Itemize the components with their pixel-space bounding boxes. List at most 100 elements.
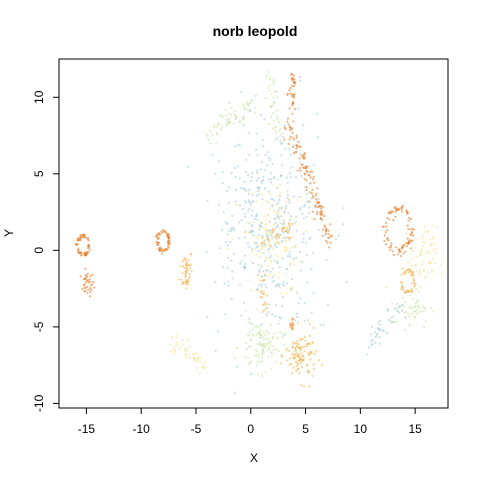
data-point — [310, 217, 313, 220]
data-point — [247, 356, 250, 359]
data-point — [258, 189, 261, 192]
data-point — [182, 265, 185, 268]
data-point — [419, 254, 422, 257]
data-point — [214, 349, 217, 352]
data-point — [305, 215, 308, 218]
data-point — [303, 204, 307, 207]
data-point — [276, 211, 279, 214]
data-point — [296, 144, 299, 147]
data-point — [247, 192, 250, 195]
data-point — [260, 353, 264, 356]
data-point — [186, 268, 189, 271]
data-point — [259, 323, 262, 327]
data-point — [230, 106, 233, 109]
data-point — [263, 259, 266, 262]
data-point — [83, 252, 86, 255]
data-point — [164, 248, 167, 251]
data-point — [186, 283, 189, 286]
data-point — [269, 259, 272, 262]
data-point — [184, 258, 187, 261]
data-point — [400, 283, 403, 286]
data-point — [267, 201, 270, 204]
data-point — [403, 311, 406, 314]
data-point — [200, 356, 203, 359]
data-point — [390, 242, 393, 245]
data-point — [205, 250, 208, 253]
data-point — [411, 312, 414, 315]
data-point — [393, 307, 396, 311]
data-point — [263, 308, 267, 311]
data-point — [186, 270, 189, 274]
data-point — [165, 234, 169, 238]
data-point — [266, 86, 270, 89]
data-point — [269, 115, 273, 119]
data-point — [390, 316, 393, 319]
data-point — [227, 201, 230, 204]
data-point — [226, 244, 229, 247]
data-point — [276, 178, 280, 181]
data-point — [250, 171, 254, 174]
data-point — [277, 271, 280, 274]
data-point — [254, 111, 257, 114]
data-point — [184, 350, 187, 353]
data-point — [222, 211, 225, 214]
data-point — [302, 232, 305, 235]
data-point — [260, 181, 263, 184]
data-point — [289, 92, 292, 95]
data-point — [240, 260, 243, 263]
data-point — [408, 306, 411, 309]
data-point — [310, 268, 313, 271]
data-point — [291, 372, 294, 375]
data-point — [404, 271, 407, 275]
data-point — [311, 170, 314, 173]
data-point — [257, 353, 260, 356]
data-point — [279, 133, 282, 136]
data-point — [418, 311, 421, 314]
data-point — [284, 147, 287, 150]
data-point — [272, 79, 275, 82]
data-point — [275, 90, 278, 93]
data-point — [311, 188, 314, 191]
data-point — [387, 318, 390, 321]
data-point — [436, 226, 439, 229]
data-point — [371, 338, 374, 342]
data-point — [76, 237, 79, 240]
data-point — [290, 166, 293, 169]
data-point — [291, 328, 294, 331]
data-point — [272, 176, 275, 179]
data-point — [260, 242, 263, 245]
data-point — [248, 222, 251, 225]
data-point — [384, 231, 387, 234]
data-point — [287, 123, 290, 126]
data-point — [402, 271, 405, 274]
data-point — [207, 138, 210, 141]
data-point — [231, 270, 234, 273]
data-point — [311, 341, 314, 344]
data-point — [294, 176, 298, 179]
data-point — [256, 243, 259, 246]
data-point — [168, 242, 171, 245]
data-point — [89, 284, 92, 287]
data-point — [285, 346, 288, 349]
data-point — [404, 288, 408, 292]
data-point — [327, 229, 330, 232]
data-point — [410, 282, 413, 285]
data-point — [321, 210, 324, 213]
data-point — [188, 272, 191, 275]
data-point — [236, 346, 239, 349]
data-point — [416, 256, 419, 259]
data-point — [312, 163, 315, 167]
data-point — [77, 249, 80, 252]
data-point — [410, 231, 414, 234]
data-point — [258, 274, 261, 277]
data-point — [299, 339, 302, 342]
data-point — [433, 242, 436, 245]
data-point — [408, 315, 411, 318]
data-point — [329, 241, 332, 244]
data-point — [407, 240, 410, 243]
data-point — [282, 295, 285, 298]
data-point — [92, 280, 95, 284]
data-point — [265, 74, 268, 77]
data-point — [221, 125, 224, 128]
data-point — [247, 132, 250, 135]
